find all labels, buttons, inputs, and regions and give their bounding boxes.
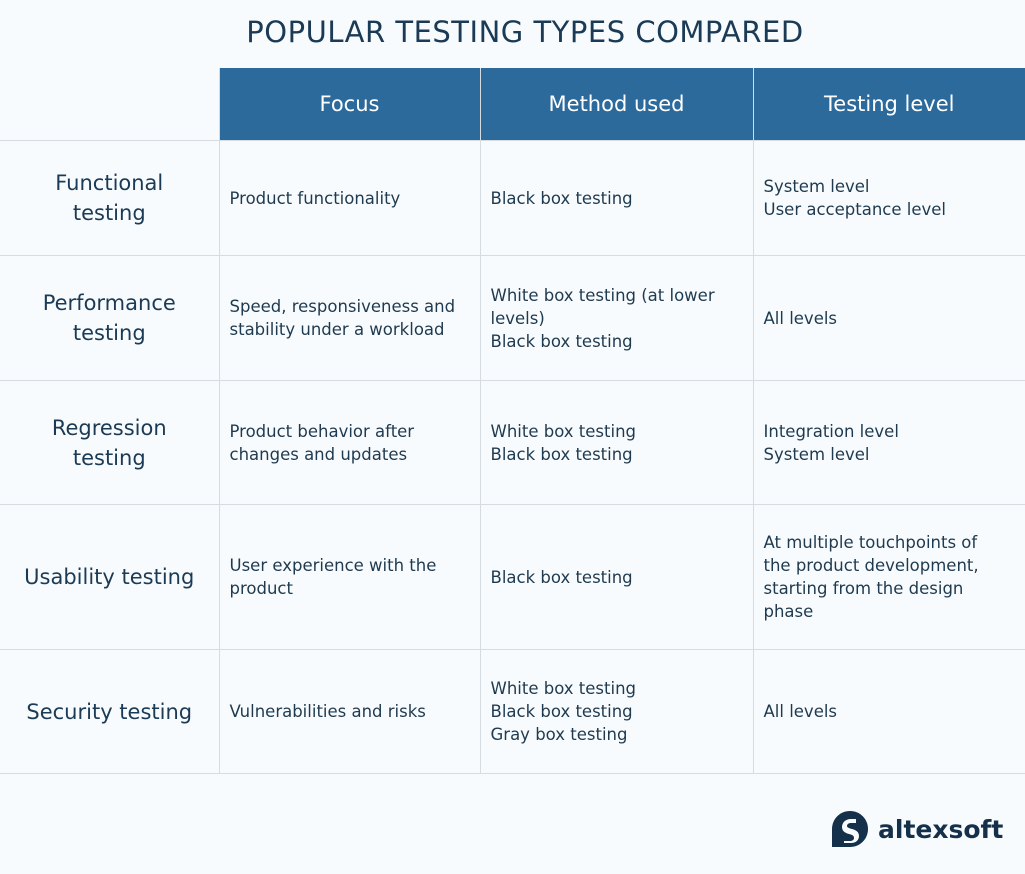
cell-line: levels) [490,308,545,328]
row-header-line: testing [72,445,146,470]
cell-focus: User experience with the product [218,504,480,650]
cell-line: White box testing [490,421,637,441]
cell-line: User experience with the [229,556,437,575]
cell-method: White box testing Black box testing Gray… [479,649,753,774]
cell-line: Black box testing [490,188,633,208]
table-row: Functional testing Product functionality… [0,140,1025,256]
cell-method: White box testing (at lower levels) Blac… [479,255,753,381]
cell-line: All levels [763,308,838,328]
row-header-line: Usability testing [24,565,195,589]
row-header-regression: Regression testing [0,380,219,505]
cell-line: product [229,579,293,598]
column-header-level: Testing level [752,68,1025,141]
table-row: Usability testing User experience with t… [0,504,1025,650]
cell-line: Vulnerabilities and risks [229,702,426,721]
cell-line: Product functionality [229,188,401,208]
column-header-focus: Focus [218,68,480,141]
cell-line: All levels [763,702,838,721]
cell-line: stability under a workload [229,320,445,339]
cell-line: Black box testing [490,567,633,587]
header-corner [0,68,219,141]
cell-line: System level [763,444,870,464]
cell-focus: Product functionality [218,140,480,256]
row-header-performance: Performance testing [0,255,219,381]
cell-focus: Product behavior after changes and updat… [218,380,480,505]
row-header-usability: Usability testing [0,504,219,650]
cell-line: Black box testing [490,331,633,351]
row-header-line: Functional [55,171,164,195]
cell-line: User acceptance level [763,200,946,219]
row-header-security: Security testing [0,649,219,774]
cell-method: Black box testing [479,140,753,256]
cell-line: starting from the design [763,579,964,598]
cell-level: System level User acceptance level [752,140,1025,256]
cell-focus: Speed, responsiveness and stability unde… [218,255,480,381]
row-header-line: Security testing [26,699,193,724]
cell-level: At multiple touchpoints of the product d… [752,504,1025,650]
column-header-method: Method used [479,68,753,141]
cell-line: White box testing (at lower [490,285,715,305]
cell-level: All levels [752,649,1025,774]
cell-line: the product development, [763,556,979,575]
logo-text: altexsoft [878,814,1004,844]
cell-line: System level [763,177,870,196]
cell-line: Speed, responsiveness and [229,297,456,316]
altexsoft-logo-icon [832,811,868,847]
row-header-line: Regression [51,415,167,440]
altexsoft-logo: altexsoft [830,806,1003,852]
cell-line: At multiple touchpoints of [763,533,978,552]
cell-line: Integration level [763,421,899,441]
header-row: Focus Method used Testing level [0,68,1025,141]
cell-level: Integration level System level [752,380,1025,505]
cell-line: Black box testing [490,702,633,721]
cell-method: White box testing Black box testing [479,380,753,505]
row-header-line: testing [72,201,146,225]
row-header-line: testing [72,321,146,345]
row-header-line: Performance [42,291,176,315]
cell-line: phase [763,602,814,621]
table-row: Regression testing Product behavior afte… [0,380,1025,505]
row-header-functional: Functional testing [0,140,219,256]
cell-line: Gray box testing [490,725,628,744]
table-row: Performance testing Speed, responsivenes… [0,255,1025,381]
cell-line: Black box testing [490,444,633,464]
cell-line: White box testing [490,679,637,698]
table-row: Security testing Vulnerabilities and ris… [0,649,1025,774]
cell-focus: Vulnerabilities and risks [218,649,480,774]
comparison-table: Focus Method used Testing level Function… [0,68,1025,774]
cell-line: changes and updates [229,444,408,464]
cell-method: Black box testing [479,504,753,650]
cell-line: Product behavior after [229,421,415,441]
cell-level: All levels [752,255,1025,381]
page-title: POPULAR TESTING TYPES COMPARED [246,15,804,49]
